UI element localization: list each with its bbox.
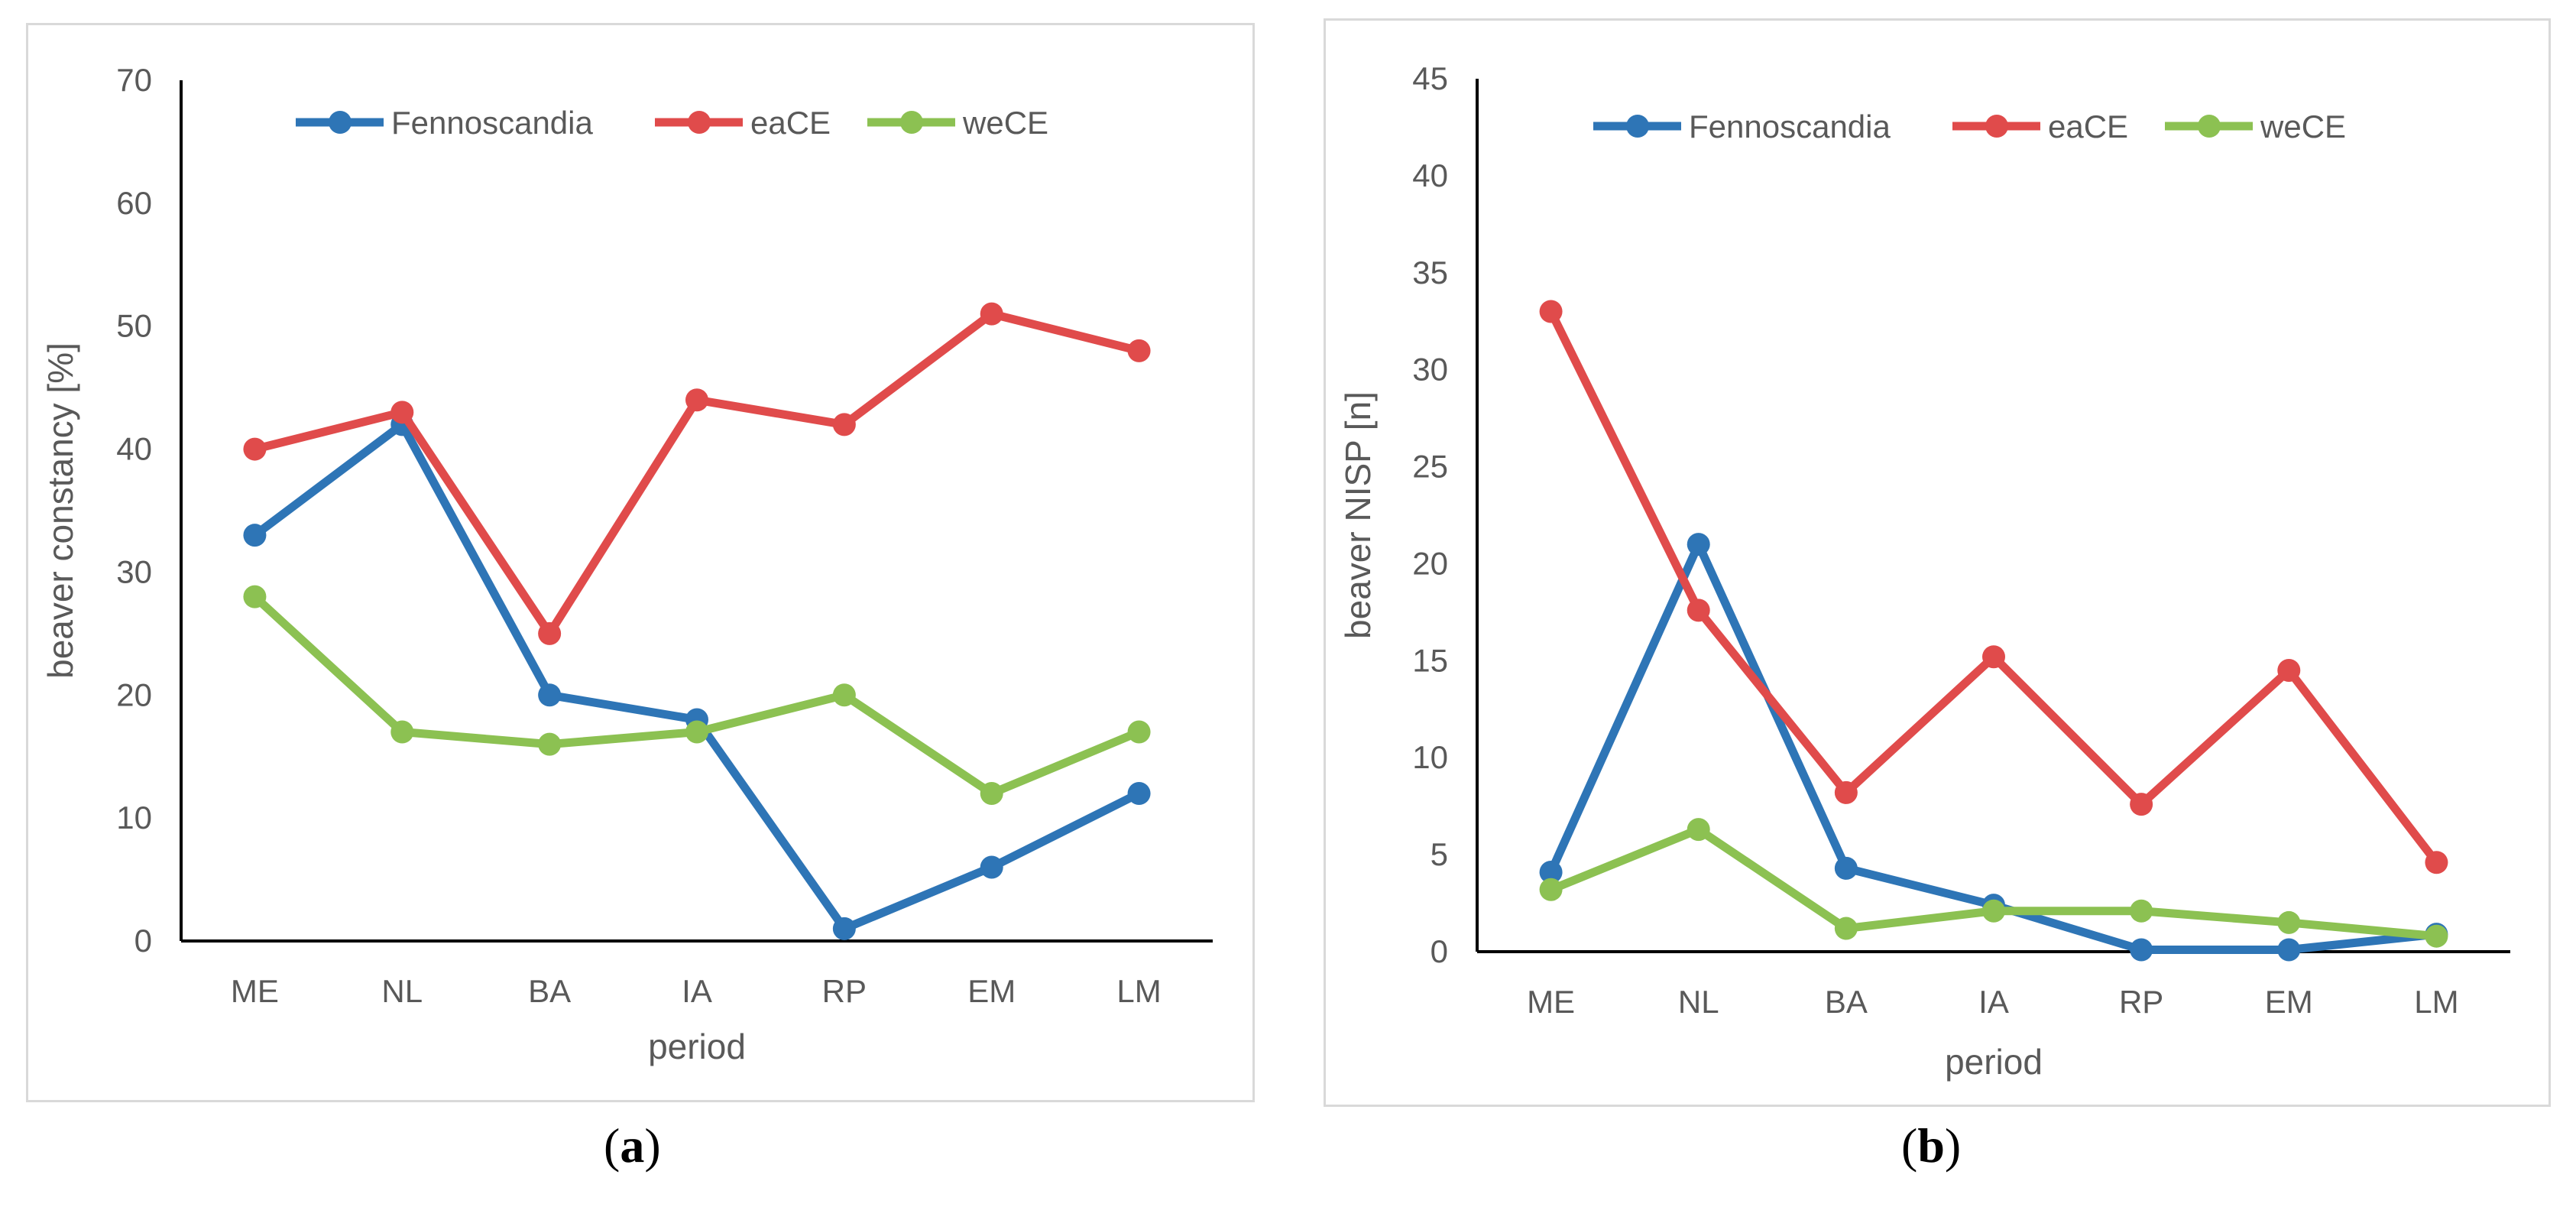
chart-b-series-line-Fennoscandia <box>1547 540 2441 954</box>
chart-b-data-point <box>1834 780 1858 804</box>
chart-b-data-point <box>1539 860 1563 884</box>
chart-panel-a: 0 10 20 30 40 50 60 70 ME NL BA IA RP EM LM period beave… <box>26 23 1255 1102</box>
chart-a-x-tick-label: BA <box>528 973 571 1009</box>
chart-a-series-line-Fennoscandia <box>250 420 1144 933</box>
chart-a-legend-label: Fennoscandia <box>391 105 593 141</box>
chart-b-legend-marker <box>2198 115 2221 138</box>
chart-a-y-tick-label: 50 <box>116 308 152 344</box>
chart-a-data-point <box>390 720 414 744</box>
chart-a-data-point <box>832 683 856 707</box>
chart-a-data-point <box>538 621 562 645</box>
chart-a-data-point <box>685 720 708 744</box>
chart-a-y-tick-label: 70 <box>116 62 152 98</box>
chart-b-legend-label: weCE <box>2260 109 2346 144</box>
chart-a-x-tick-label: LM <box>1116 973 1161 1009</box>
chart-a-data-point <box>1127 339 1151 362</box>
chart-a-legend-marker <box>329 111 352 134</box>
chart-b-legend-marker <box>1985 115 2008 138</box>
chart-b-x-tick-label: BA <box>1825 984 1868 1020</box>
chart-b-y-tick-label: 25 <box>1412 449 1448 485</box>
chart-a-y-tick-label: 0 <box>134 923 152 959</box>
chart-a-x-tick-label: RP <box>822 973 867 1009</box>
chart-b-y-tick-label: 35 <box>1412 255 1448 290</box>
caption-b: (b) <box>1901 1118 1962 1173</box>
caption-a: (a) <box>604 1118 661 1173</box>
chart-a-data-point <box>243 437 267 461</box>
chart-a-x-tick-label: IA <box>682 973 712 1009</box>
chart-a-data-point <box>1127 781 1151 805</box>
chart-a-data-point <box>538 683 562 707</box>
chart-panel-b: 0 5 10 15 20 25 30 35 40 45 ME NL BA IA RP EM LM period be… <box>1324 18 2551 1107</box>
chart-b-data-point <box>2425 924 2448 948</box>
chart-b-data-point <box>1982 645 2005 669</box>
chart-b-data-point <box>1834 856 1858 880</box>
chart-b-y-axis-title: beaver NISP [n] <box>1338 391 1378 639</box>
chart-a-x-axis-title: period <box>648 1027 746 1066</box>
chart-b-data-point <box>1687 599 1710 622</box>
chart-a-series-line-weCE <box>250 592 1144 798</box>
chart-a-y-tick-label: 30 <box>116 553 152 589</box>
chart-a-data-point <box>980 302 1003 326</box>
chart-b-y-tick-label: 20 <box>1412 545 1448 581</box>
chart-b-legend-marker <box>1626 115 1649 138</box>
chart-b-legend-label: eaCE <box>2048 109 2128 144</box>
chart-a-y-tick-label: 10 <box>116 800 152 835</box>
chart-b-data-point <box>2130 793 2153 816</box>
chart-b-x-tick-label: RP <box>2119 984 2163 1020</box>
chart-a-legend-marker <box>688 111 711 134</box>
chart-a-data-point <box>980 781 1003 805</box>
chart-b-data-point <box>1982 899 2005 923</box>
chart-b-data-point <box>1687 533 1710 556</box>
chart-b-x-tick-label: EM <box>2265 984 2313 1020</box>
chart-b-data-point <box>2277 659 2301 683</box>
chart-a-y-tick-label: 60 <box>116 185 152 221</box>
chart-a-data-point <box>243 524 267 547</box>
chart-a-legend-marker <box>900 111 923 134</box>
chart-a-data-point <box>1127 720 1151 744</box>
chart-a-y-tick-label: 40 <box>116 431 152 467</box>
chart-b-y-tick-label: 45 <box>1412 60 1448 96</box>
chart-a-x-tick-label: ME <box>231 973 279 1009</box>
chart-a-data-point <box>980 855 1003 879</box>
chart-b-x-tick-label: IA <box>1978 984 2009 1020</box>
chart-a-series-line-eaCE <box>250 310 1144 638</box>
chart-b-x-tick-label: NL <box>1678 984 1719 1020</box>
chart-b-y-tick-label: 5 <box>1431 836 1448 872</box>
chart-b-y-tick-label: 30 <box>1412 352 1448 388</box>
chart-a-data-point <box>390 401 414 424</box>
chart-b-y-tick-label: 10 <box>1412 739 1448 775</box>
chart-b-y-tick-label: 0 <box>1431 933 1448 969</box>
chart-b-data-point <box>1539 300 1563 323</box>
chart-b-x-tick-label: ME <box>1527 984 1575 1020</box>
chart-b-legend-label: Fennoscandia <box>1689 109 1891 144</box>
chart-a-data-point <box>685 388 708 412</box>
chart-a-legend-label: weCE <box>962 105 1048 141</box>
chart-b-data-point <box>2277 910 2301 934</box>
chart-a-data-point <box>538 732 562 756</box>
chart-a: 0 10 20 30 40 50 60 70 ME NL BA IA RP EM LM period beave… <box>41 62 1213 1066</box>
chart-b-series-line-eaCE <box>1547 307 2441 867</box>
chart-b-data-point <box>2130 938 2153 962</box>
chart-b-x-axis-title: period <box>1945 1042 2043 1082</box>
chart-b-data-point <box>2277 938 2301 962</box>
chart-a-data-point <box>832 413 856 436</box>
chart-a-data-point <box>832 917 856 940</box>
chart-a-y-tick-label: 20 <box>116 677 152 712</box>
chart-b-data-point <box>1539 878 1563 901</box>
chart-b-data-point <box>2130 899 2153 923</box>
chart-b-data-point <box>1687 818 1710 842</box>
chart-b-data-point <box>1834 917 1858 940</box>
chart-a-x-tick-label: EM <box>967 973 1016 1009</box>
chart-a-data-point <box>243 585 267 608</box>
chart-b-x-tick-label: LM <box>2414 984 2458 1020</box>
chart-b-y-tick-label: 15 <box>1412 642 1448 678</box>
chart-b: 0 5 10 15 20 25 30 35 40 45 ME NL BA IA RP EM LM period be… <box>1338 60 2510 1082</box>
chart-b-data-point <box>2425 851 2448 874</box>
chart-b-y-tick-label: 40 <box>1412 157 1448 193</box>
chart-a-legend-label: eaCE <box>750 105 831 141</box>
chart-a-x-tick-label: NL <box>381 973 423 1009</box>
chart-a-y-axis-title: beaver constancy [%] <box>41 342 80 679</box>
